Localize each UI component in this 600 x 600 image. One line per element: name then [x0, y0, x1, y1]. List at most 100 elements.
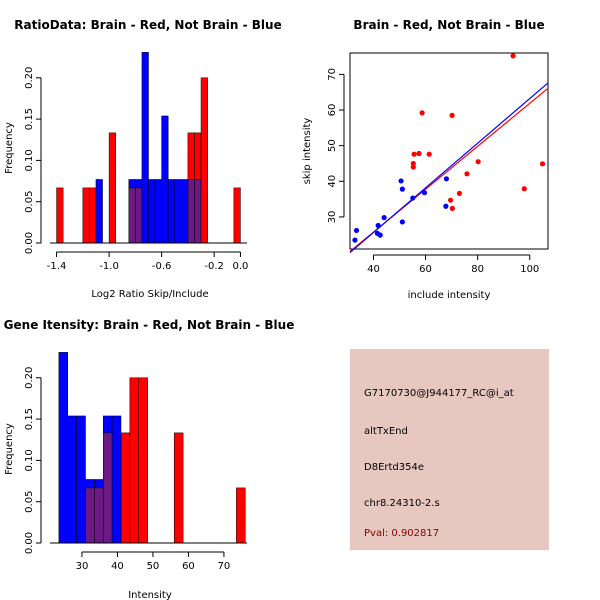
ratio-histogram-axes: -1.4 -1.0 -0.6 -0.2 0.0 0.00 0.05 0.10 0.15 0.20 — [24, 67, 248, 272]
histogram-bar-overlap — [135, 187, 143, 244]
histogram-bar-not-brain — [111, 415, 122, 544]
histogram-bar-not-brain — [67, 415, 77, 544]
gene-histogram-title: Gene Itensity: Brain - Red, Not Brain - … — [4, 318, 295, 332]
scatter-point-red — [521, 186, 527, 192]
x-tick-label: 50 — [147, 561, 160, 572]
scatter-point-red — [539, 161, 546, 167]
histogram-bar-overlap — [94, 487, 104, 544]
scatter-plot-box — [349, 52, 549, 250]
histogram-bar — [187, 132, 195, 180]
probe-id: G7170730@J944177_RC@i_at — [364, 388, 514, 399]
y-tick-label: 0.00 — [24, 532, 35, 554]
scatter-point-blue — [398, 178, 404, 184]
scatter-point-blue — [399, 219, 405, 225]
x-tick-label: -0.2 — [204, 261, 224, 272]
histogram-bar-not-brain — [181, 179, 189, 244]
histogram-bar — [102, 415, 113, 434]
x-tick-label: 70 — [218, 561, 231, 572]
scatter-point-blue — [352, 237, 358, 243]
x-tick-label: 100 — [520, 264, 539, 275]
ratio-histogram-title: RatioData: Brain - Red, Not Brain - Blue — [14, 18, 281, 32]
histogram-bar-overlap — [194, 179, 202, 244]
gene-name: D8Ertd354e — [364, 462, 424, 473]
info-panel: G7170730@J944177_RC@i_at altTxEnd D8Ertd… — [350, 349, 549, 550]
x-tick-label: 60 — [419, 264, 432, 275]
scatter-point-red — [419, 110, 425, 116]
x-tick-label: -1.0 — [99, 261, 119, 272]
y-tick-label: 0.15 — [24, 108, 35, 130]
histogram-bar-not-brain — [141, 52, 149, 244]
histogram-bar-brain — [200, 77, 208, 244]
histogram-bar-brain — [108, 132, 116, 244]
scatter-point-red — [426, 151, 432, 157]
scatter-xlabel: include intensity — [408, 290, 491, 301]
histogram-bar — [85, 479, 95, 489]
gene-histogram-xlabel: Intensity — [128, 590, 172, 600]
info-panel-background — [350, 349, 549, 550]
scatter-ylabel: skip intensity — [302, 118, 313, 185]
x-tick-label: -1.4 — [47, 261, 67, 272]
scatter-point-red — [449, 205, 455, 211]
scatter-point-blue — [443, 203, 449, 209]
ratio-histogram-xlabel: Log2 Ratio Skip/Include — [91, 289, 208, 300]
scatter-point-red — [475, 159, 481, 165]
scatter-point-red — [464, 171, 470, 177]
histogram-bar — [135, 179, 143, 189]
histogram-bar-not-brain — [58, 352, 68, 544]
histogram-bar-not-brain — [76, 415, 86, 544]
histogram-bar-brain — [89, 187, 97, 244]
intensity-scatter: Brain - Red, Not Brain - Blue 40 60 80 100 3… — [302, 18, 549, 301]
histogram-bar-overlap — [128, 187, 136, 244]
fit-line-blue — [349, 82, 549, 254]
histogram-bar-not-brain — [167, 179, 176, 244]
histogram-bar-overlap — [187, 179, 195, 244]
y-tick-label: 60 — [327, 104, 338, 117]
gene-intensity-histogram: Gene Itensity: Brain - Red, Not Brain - … — [4, 318, 295, 600]
x-tick-label: 40 — [111, 561, 124, 572]
scatter-point-blue — [399, 186, 405, 192]
histogram-bar-brain — [173, 432, 184, 544]
scatter-point-red — [449, 112, 455, 118]
histogram-bar-not-brain — [148, 179, 156, 244]
y-tick-label: 0.20 — [24, 367, 35, 389]
scatter-point-red — [411, 151, 417, 157]
scatter-points — [349, 53, 549, 254]
scatter-point-blue — [374, 230, 380, 236]
ratio-histogram-ylabel: Frequency — [4, 122, 15, 174]
histogram-bar-not-brain — [95, 179, 103, 244]
x-tick-label: 40 — [367, 264, 380, 275]
scatter-point-blue — [375, 222, 381, 229]
scatter-point-red — [416, 150, 422, 157]
histogram-bar-not-brain — [174, 179, 182, 244]
histogram-bar-brain — [82, 187, 90, 244]
scatter-point-red — [456, 190, 463, 197]
scatter-point-red — [447, 197, 454, 203]
y-tick-label: 0.05 — [24, 491, 35, 513]
y-tick-label: 70 — [327, 68, 338, 81]
gene-histogram-ylabel: Frequency — [4, 423, 15, 475]
histogram-bar — [194, 132, 202, 180]
gene-histogram-axes: 30 40 50 60 70 0.00 0.05 0.10 0.15 0.20 — [24, 367, 230, 572]
y-tick-label: 50 — [327, 139, 338, 152]
scatter-axes: 40 60 80 100 30 40 50 60 70 — [327, 68, 539, 275]
scatter-point-blue — [443, 176, 449, 182]
histogram-bar-brain — [56, 187, 64, 244]
scatter-point-blue — [410, 195, 416, 201]
histogram-bar-brain — [120, 432, 131, 544]
scatter-title: Brain - Red, Not Brain - Blue — [353, 18, 544, 32]
cluster-id: chr8.24310-2.s — [364, 498, 440, 509]
y-tick-label: 0.20 — [24, 67, 35, 89]
scatter-point-red — [410, 164, 416, 170]
histogram-bar-brain — [129, 377, 139, 544]
x-tick-label: 0.0 — [232, 261, 248, 272]
scatter-point-red — [510, 53, 516, 59]
x-tick-label: -0.6 — [152, 261, 172, 272]
scatter-point-red — [410, 160, 416, 167]
y-tick-label: 0.10 — [24, 149, 35, 171]
histogram-bar-not-brain — [154, 179, 162, 244]
y-tick-label: 0.10 — [24, 449, 35, 471]
x-tick-label: 60 — [182, 561, 195, 572]
histogram-bar — [128, 179, 136, 189]
histogram-bar-brain — [138, 377, 148, 544]
